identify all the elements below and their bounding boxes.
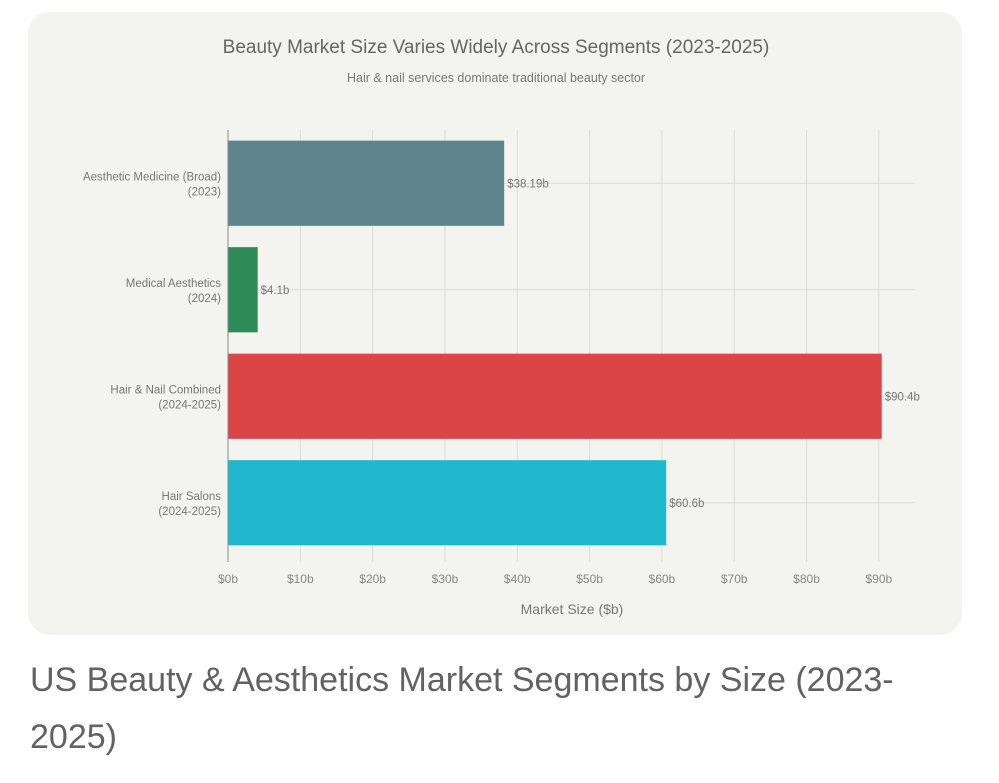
x-tick-label: $30b (432, 572, 459, 586)
x-tick-label: $50b (576, 572, 603, 586)
y-tick-label: (2024-2025) (158, 506, 221, 518)
y-tick-label: (2023) (188, 186, 221, 198)
x-tick-label: $40b (504, 572, 531, 586)
data-label: $4.1b (261, 285, 290, 297)
y-tick-label: (2024) (188, 293, 221, 305)
y-tick-label: Hair Salons (162, 491, 222, 503)
x-tick-label: $0b (218, 572, 238, 586)
x-tick-label: $80b (793, 572, 820, 586)
y-tick-label: Hair & Nail Combined (110, 384, 221, 396)
y-tick-label: Aesthetic Medicine (Broad) (83, 171, 221, 183)
data-label: $60.6b (669, 498, 704, 510)
data-label: $90.4b (885, 391, 920, 403)
x-tick-label: $10b (287, 572, 314, 586)
x-tick-label: $20b (359, 572, 386, 586)
bar-chart: Beauty Market Size Varies Widely Across … (83, 37, 920, 617)
bar (228, 353, 882, 439)
y-tick-label: Medical Aesthetics (126, 278, 221, 290)
x-tick-label: $60b (649, 572, 676, 586)
x-axis-label: Market Size ($b) (521, 601, 624, 617)
x-tick-label: $70b (721, 572, 748, 586)
chart-subtitle: Hair & nail services dominate traditiona… (347, 71, 645, 85)
bar (228, 460, 667, 546)
chart-title: Beauty Market Size Varies Widely Across … (223, 37, 770, 58)
x-tick-label: $90b (865, 572, 892, 586)
data-label: $38.19b (507, 178, 549, 190)
bar (228, 247, 258, 333)
y-tick-label: (2024-2025) (158, 399, 221, 411)
figure-caption: US Beauty & Aesthetics Market Segments b… (30, 661, 894, 756)
bar (228, 140, 505, 226)
